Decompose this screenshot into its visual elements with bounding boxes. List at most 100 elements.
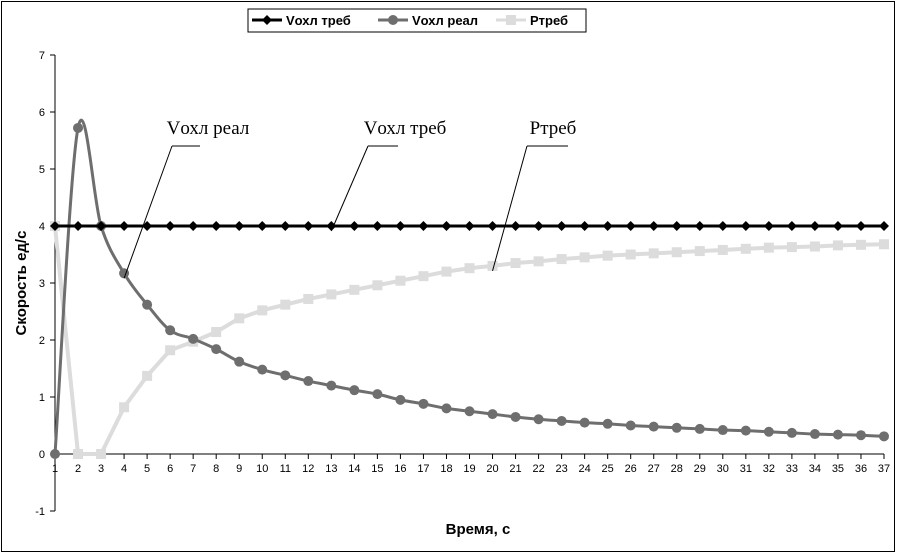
data-point bbox=[855, 239, 866, 250]
data-point bbox=[648, 221, 659, 231]
data-point bbox=[165, 221, 176, 231]
data-point bbox=[717, 221, 728, 231]
x-tick-label: 12 bbox=[302, 463, 314, 475]
x-tick-label: 8 bbox=[213, 463, 219, 475]
y-tick-label: 3 bbox=[39, 278, 45, 290]
x-tick-label: 20 bbox=[486, 463, 498, 475]
legend-box bbox=[247, 8, 587, 33]
data-point bbox=[303, 376, 314, 387]
legend-label: Ртреб bbox=[530, 13, 568, 28]
data-point bbox=[96, 221, 107, 231]
data-point bbox=[188, 221, 199, 231]
x-tick-label: 16 bbox=[394, 463, 406, 475]
x-tick-label: 28 bbox=[671, 463, 683, 475]
x-tick-label: 31 bbox=[740, 463, 752, 475]
x-tick-label: 1 bbox=[52, 463, 58, 475]
data-point bbox=[832, 240, 843, 251]
data-point bbox=[165, 325, 176, 336]
x-tick-label: 30 bbox=[717, 463, 729, 475]
x-tick-label: 17 bbox=[417, 463, 429, 475]
y-tick-label: 5 bbox=[39, 164, 45, 176]
x-tick-label: 14 bbox=[348, 463, 360, 475]
x-tick-label: 37 bbox=[878, 463, 890, 475]
x-tick-label: 22 bbox=[532, 463, 544, 475]
data-point bbox=[73, 221, 84, 231]
data-point bbox=[142, 221, 153, 231]
data-point bbox=[257, 305, 268, 316]
data-point bbox=[487, 409, 498, 420]
data-point bbox=[280, 299, 291, 310]
x-tick-label: 26 bbox=[625, 463, 637, 475]
data-point bbox=[809, 429, 820, 440]
data-point bbox=[510, 411, 521, 422]
data-point bbox=[96, 449, 107, 459]
data-point bbox=[211, 221, 222, 231]
x-tick-label: 3 bbox=[98, 463, 104, 475]
x-tick-label: 5 bbox=[144, 463, 150, 475]
legend-label: Vохл реал bbox=[412, 13, 478, 28]
data-point bbox=[602, 250, 613, 261]
data-point bbox=[211, 344, 222, 355]
x-tick-label: 9 bbox=[236, 463, 242, 475]
data-point bbox=[556, 221, 567, 231]
x-tick-label: 35 bbox=[832, 463, 844, 475]
data-point bbox=[234, 221, 245, 231]
data-point bbox=[671, 247, 682, 258]
x-tick-label: 15 bbox=[371, 463, 383, 475]
x-tick-label: 13 bbox=[325, 463, 337, 475]
x-tick-label: 19 bbox=[463, 463, 475, 475]
x-tick-label: 25 bbox=[602, 463, 614, 475]
data-point bbox=[257, 364, 268, 375]
x-tick-label: 36 bbox=[855, 463, 867, 475]
y-tick-label: -1 bbox=[35, 506, 45, 518]
y-tick-label: 1 bbox=[39, 392, 45, 404]
data-point bbox=[602, 418, 613, 429]
data-point bbox=[879, 431, 889, 442]
data-point bbox=[694, 246, 705, 257]
x-tick-label: 24 bbox=[579, 463, 591, 475]
legend: Vохл треб Vохл реал Ртреб bbox=[247, 8, 587, 33]
data-point bbox=[303, 293, 314, 304]
data-point bbox=[372, 221, 383, 231]
x-tick-label: 10 bbox=[256, 463, 268, 475]
data-point bbox=[625, 221, 636, 231]
data-point bbox=[464, 263, 475, 274]
data-point bbox=[119, 402, 130, 413]
data-point bbox=[234, 356, 245, 367]
x-tick-label: 7 bbox=[190, 463, 196, 475]
data-point bbox=[142, 299, 153, 310]
y-tick-label: 6 bbox=[39, 107, 45, 119]
data-point bbox=[257, 221, 268, 231]
data-point bbox=[510, 221, 521, 231]
x-tick-label: 4 bbox=[121, 463, 127, 475]
data-point bbox=[119, 221, 130, 231]
annotation-leader bbox=[492, 145, 528, 272]
data-point bbox=[556, 254, 567, 265]
data-point bbox=[625, 249, 636, 260]
legend-marker bbox=[388, 15, 398, 25]
annotation-label: Vохл реал bbox=[167, 118, 250, 139]
data-point bbox=[809, 221, 820, 231]
y-tick-label: 7 bbox=[39, 50, 45, 62]
data-point bbox=[418, 271, 429, 282]
x-tick-label: 6 bbox=[167, 463, 173, 475]
data-point bbox=[280, 221, 291, 231]
y-tick-label: 2 bbox=[39, 335, 45, 347]
x-tick-label: 11 bbox=[280, 463, 291, 475]
x-tick-label: 34 bbox=[809, 463, 821, 475]
data-point bbox=[579, 221, 590, 231]
x-tick-label: 2 bbox=[75, 463, 81, 475]
data-point bbox=[579, 417, 590, 428]
data-point bbox=[579, 252, 590, 263]
data-point bbox=[763, 426, 774, 437]
data-point bbox=[671, 422, 682, 433]
data-point bbox=[418, 221, 429, 231]
data-point bbox=[50, 449, 60, 459]
x-tick-label: 21 bbox=[509, 463, 521, 475]
data-point bbox=[326, 380, 337, 391]
legend-label: Vохл треб bbox=[286, 13, 351, 28]
data-point bbox=[855, 221, 866, 231]
data-point bbox=[533, 256, 544, 267]
